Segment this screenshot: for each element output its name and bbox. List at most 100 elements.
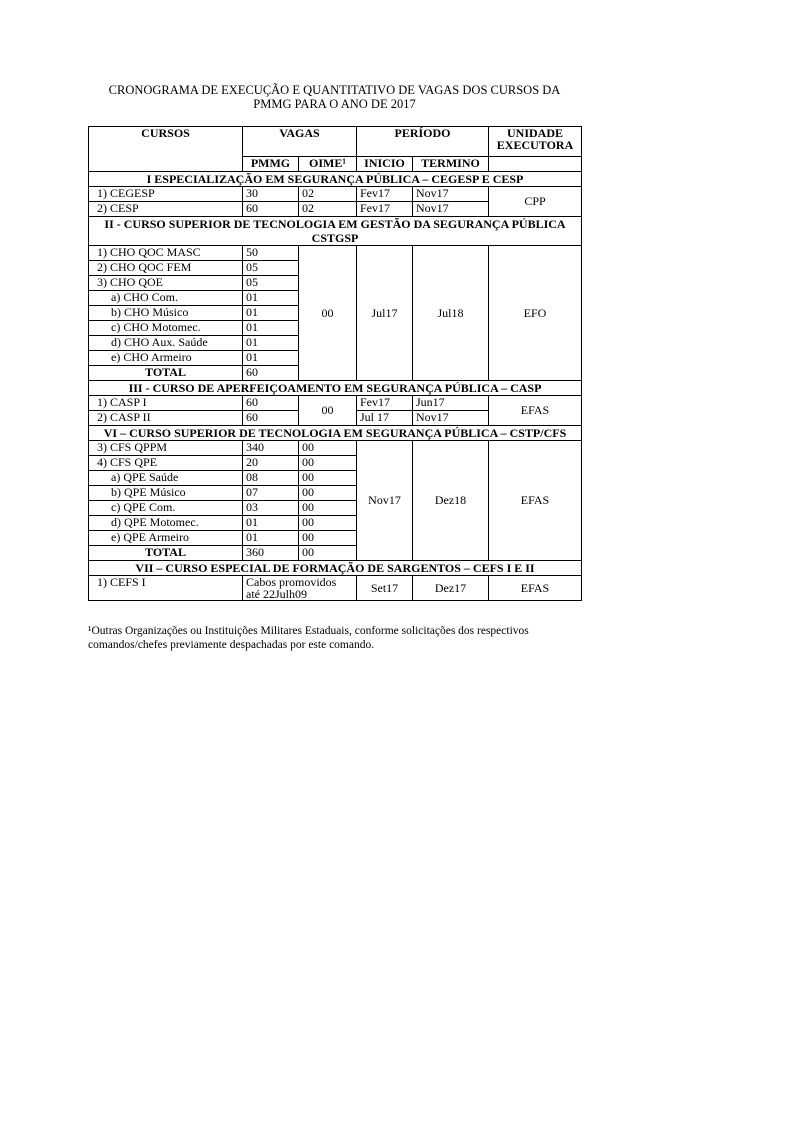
oime-cell: 00 — [298, 470, 357, 486]
inicio-cell: Nov17 — [356, 440, 413, 561]
oime-cell: 02 — [298, 186, 357, 202]
course-name: c) QPE Com. — [88, 500, 243, 516]
pmmg-cell: 50 — [242, 245, 299, 261]
course-name: 4) CFS QPE — [88, 455, 243, 471]
termino-cell: Jun17 — [411, 395, 490, 411]
footnote: ¹Outras Organizações ou Instituições Mil… — [88, 625, 529, 651]
pmmg-cell: 60 — [242, 201, 299, 217]
oime-cell: 00 — [298, 440, 357, 456]
course-name: TOTAL — [88, 365, 243, 381]
table-row: 3) CFS QPPM 340 00 Nov17 Dez18 EFAS — [88, 440, 583, 561]
section-title: II - CURSO SUPERIOR DE TECNOLOGIA EM GES… — [87, 216, 583, 246]
oime-cell: 00 — [298, 485, 357, 501]
section-header-row: II - CURSO SUPERIOR DE TECNOLOGIA EM GES… — [87, 216, 583, 246]
table-row: 2) CASP II 60 Jul 17 Nov17 — [88, 410, 582, 426]
title-line: PMMG PARA O ANO DE 2017 — [253, 97, 416, 111]
pmmg-cell: 30 — [242, 186, 299, 202]
title-line: CRONOGRAMA DE EXECUÇÃO E QUANTITATIVO DE… — [108, 83, 561, 97]
document-title: CRONOGRAMA DE EXECUÇÃO E QUANTITATIVO DE… — [88, 83, 581, 111]
unidade-cell: EFAS — [488, 440, 583, 561]
pmmg-cell: 01 — [242, 515, 299, 531]
inicio-cell: Jul 17 — [356, 410, 413, 426]
oime-cell: 00 — [298, 515, 357, 531]
header-vagas: VAGAS — [242, 126, 357, 157]
inicio-cell: Fev17 — [356, 201, 413, 217]
table-cell: OIME¹ — [298, 156, 357, 172]
unidade-cell: EFAS — [488, 395, 583, 426]
pmmg-cell: 340 — [242, 440, 299, 456]
section-header-row: III - CURSO DE APERFEIÇOAMENTO EM SEGURA… — [87, 380, 583, 396]
section-header-row: VI – CURSO SUPERIOR DE TECNOLOGIA EM SEG… — [87, 425, 583, 441]
table-row: 3) CHO QOE 05 — [88, 275, 582, 291]
pmmg-cell: 08 — [242, 470, 299, 486]
course-name: e) QPE Armeiro — [88, 530, 243, 546]
unidade-cell: CPP — [488, 186, 583, 217]
termino-cell: Nov17 — [411, 410, 490, 426]
course-name: e) CHO Armeiro — [88, 350, 243, 366]
header-periodo: PERÍODO — [355, 126, 490, 157]
termino-cell: Dez18 — [411, 440, 490, 561]
course-name: 1) CASP I — [88, 395, 243, 411]
header-cursos: CURSOS — [88, 126, 243, 172]
header-unidade: UNIDADE EXECUTORA — [488, 126, 583, 157]
course-name: 1) CEFS I — [88, 575, 243, 601]
table-row: 1) CHO QOC MASC 50 00 Jul17 Jul18 EFO — [88, 245, 583, 381]
courses-table: CURSOS VAGAS PERÍODO UNIDADE EXECUTORA PMMG O… — [87, 126, 583, 601]
pmmg-cell: 03 — [242, 500, 299, 516]
oime-cell: 00 — [298, 395, 357, 426]
pmmg-cell: 20 — [242, 455, 299, 471]
oime-cell: 00 — [298, 455, 357, 471]
course-name: b) QPE Músico — [88, 485, 243, 501]
course-name: 3) CFS QPPM — [88, 440, 243, 456]
section-title: I ESPECIALIZAÇÃO EM SEGURANÇA PÚBLICA – … — [87, 171, 583, 187]
pmmg-cell: 60 — [242, 410, 299, 426]
table-cell: TERMINO — [411, 156, 490, 172]
course-name: 2) CESP — [88, 201, 243, 217]
table-row: b) QPE Músico 07 00 — [88, 485, 582, 501]
pmmg-cell: 01 — [242, 335, 299, 351]
course-name: d) QPE Motomec. — [88, 515, 243, 531]
oime-cell: 00 — [298, 530, 357, 546]
course-name: TOTAL — [88, 545, 243, 561]
termino-cell: Jul18 — [411, 245, 490, 381]
pmmg-cell: 360 — [242, 545, 299, 561]
table-row: a) CHO Com. 01 — [88, 290, 582, 306]
course-name: c) CHO Motomec. — [88, 320, 243, 336]
unidade-cell: EFO — [488, 245, 583, 381]
table-cell: INICIO — [356, 156, 413, 172]
unidade-cell: EFAS — [488, 575, 583, 601]
table-row: e) QPE Armeiro 01 00 — [88, 530, 582, 546]
table-cell: PMMG — [242, 156, 299, 172]
course-name: d) CHO Aux. Saúde — [88, 335, 243, 351]
course-name: 2) CASP II — [88, 410, 243, 426]
subheader-row: PMMG OIME¹ INICIO TERMINO — [89, 156, 583, 172]
pmmg-cell: 05 — [242, 275, 299, 291]
course-name: 1) CEGESP — [88, 186, 243, 202]
table-row: 1) CEFS I Cabos promovidos até 22Julh09 Se… — [88, 575, 583, 601]
section-header-row: I ESPECIALIZAÇÃO EM SEGURANÇA PÚBLICA – … — [87, 171, 583, 187]
section-title: III - CURSO DE APERFEIÇOAMENTO EM SEGURA… — [87, 380, 583, 396]
termino-cell: Nov17 — [411, 186, 490, 202]
table-cell — [488, 156, 583, 172]
pmmg-cell: 60 — [242, 365, 299, 381]
table-row: 2) CESP 60 02 Fev17 Nov17 — [88, 201, 582, 217]
inicio-cell: Fev17 — [356, 186, 413, 202]
termino-cell: Nov17 — [411, 201, 490, 217]
table-row: e) CHO Armeiro 01 — [88, 350, 582, 366]
pmmg-cell: 60 — [242, 395, 299, 411]
pmmg-cell: 07 — [242, 485, 299, 501]
table-row: 1) CEGESP 30 02 Fev17 Nov17 CPP — [88, 186, 583, 217]
pmmg-cell: 01 — [242, 305, 299, 321]
inicio-cell: Set17 — [356, 575, 413, 601]
pmmg-cell: 01 — [242, 290, 299, 306]
section-title: VII – CURSO ESPECIAL DE FORMAÇÃO DE SARG… — [87, 560, 583, 576]
pmmg-cell: 01 — [242, 530, 299, 546]
oime-cell: 02 — [298, 201, 357, 217]
pmmg-cell: 01 — [242, 320, 299, 336]
oime-cell: 00 — [298, 245, 357, 381]
table-row: d) CHO Aux. Saúde 01 — [88, 335, 582, 351]
course-name: 3) CHO QOE — [88, 275, 243, 291]
inicio-cell: Fev17 — [356, 395, 413, 411]
table-row: TOTAL 60 — [88, 365, 582, 381]
